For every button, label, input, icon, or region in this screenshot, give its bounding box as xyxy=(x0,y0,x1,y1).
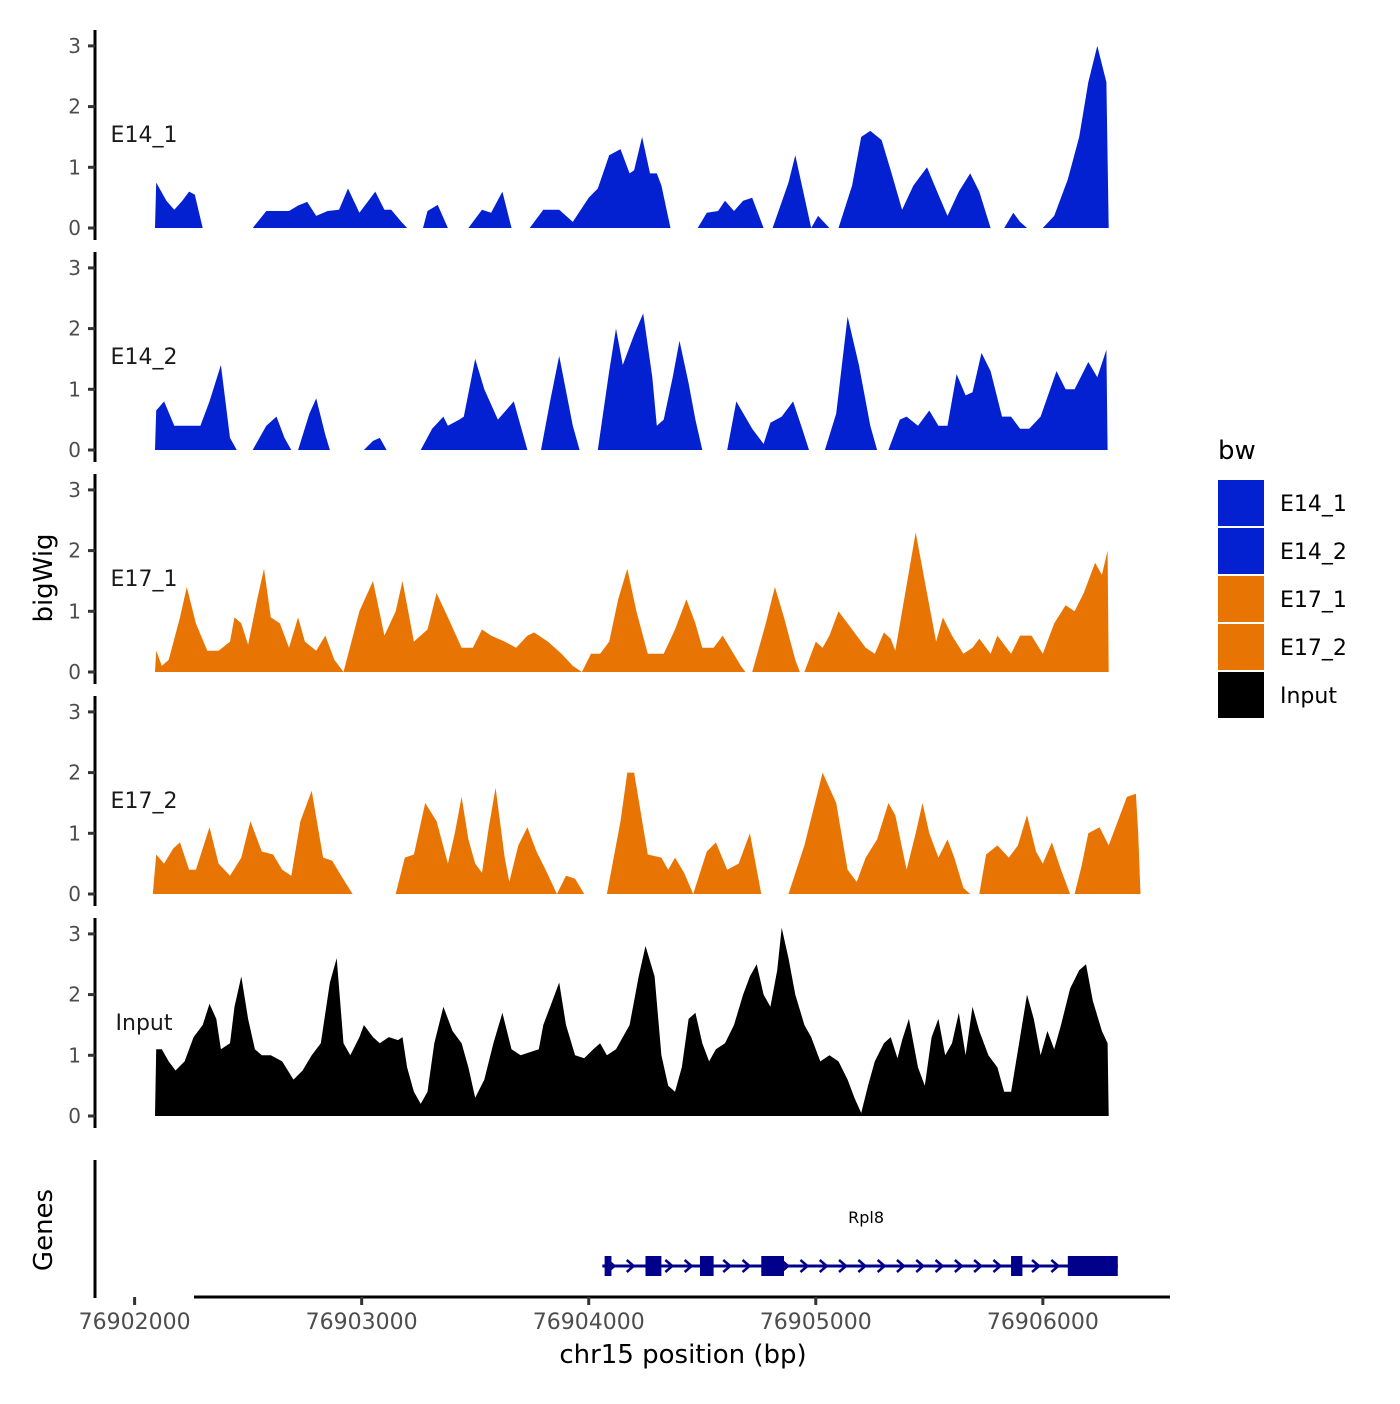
track-label: E17_2 xyxy=(111,789,178,814)
legend-label: E14_1 xyxy=(1280,492,1347,517)
strand-arrow xyxy=(818,1259,829,1273)
y-tick-label: 1 xyxy=(68,1043,81,1067)
gene-name-label: Rpl8 xyxy=(848,1208,884,1227)
x-tick-label: 76904000 xyxy=(533,1310,645,1335)
strand-arrow xyxy=(664,1259,675,1273)
y-tick-label: 3 xyxy=(68,478,81,502)
signal-area-e14-2 xyxy=(155,313,1108,450)
track-label: E14_2 xyxy=(111,345,178,370)
strand-arrow xyxy=(992,1259,1003,1273)
y-tick-label: 1 xyxy=(68,377,81,401)
y-axis-title: bigWig xyxy=(29,533,59,622)
signal-area-e14-1 xyxy=(155,45,1109,229)
strand-arrow xyxy=(683,1259,694,1273)
strand-arrow xyxy=(896,1259,906,1273)
y-tick-label: 0 xyxy=(68,660,81,684)
legend-swatch xyxy=(1218,480,1264,526)
strand-arrow xyxy=(741,1259,752,1273)
tracks-layer: 0 1 2 3 E14_1 0 1 2 3 E14_2 0 1 2 3 E17_1 0 1 2 3 E17_2 0 1 2 3… xyxy=(68,30,1141,1128)
strand-arrow xyxy=(954,1259,964,1273)
legend-item-e14-1: E14_1 xyxy=(1218,480,1347,526)
x-axis-title: chr15 position (bp) xyxy=(559,1340,806,1370)
x-tick-label: 76903000 xyxy=(306,1310,418,1335)
y-tick-label: 0 xyxy=(68,216,81,240)
strand-arrow xyxy=(722,1259,733,1273)
x-axis: 76902000 76903000 76904000 76905000 76906000 xyxy=(79,1295,1170,1335)
legend-swatch xyxy=(1218,624,1264,670)
y-tick-label: 1 xyxy=(68,599,81,623)
track-e14-2: 0 1 2 3 E14_2 xyxy=(68,252,1108,462)
y-tick-label: 1 xyxy=(68,155,81,179)
strand-arrow xyxy=(625,1259,636,1273)
genes-panel: Rpl8 xyxy=(93,1160,1118,1298)
strand-arrow xyxy=(857,1259,868,1273)
y-tick-label: 2 xyxy=(68,317,81,341)
track-label: Input xyxy=(116,1011,173,1036)
x-tick-label: 76902000 xyxy=(79,1310,191,1335)
x-tick-label: 76905000 xyxy=(760,1310,872,1335)
strand-arrow xyxy=(973,1259,984,1273)
legend-swatch xyxy=(1218,528,1264,574)
y-tick-label: 0 xyxy=(68,1104,81,1128)
strand-arrow xyxy=(915,1259,926,1273)
gene-exon xyxy=(604,1256,612,1276)
y-tick-label: 1 xyxy=(68,821,81,845)
legend-label: E17_1 xyxy=(1280,588,1347,613)
y-tick-label: 2 xyxy=(68,761,81,785)
legend-title: bw xyxy=(1218,436,1256,466)
legend-label: E14_2 xyxy=(1280,540,1347,565)
x-tick-label: 76906000 xyxy=(987,1310,1099,1335)
track-e17-2: 0 1 2 3 E17_2 xyxy=(68,696,1141,906)
y-tick-label: 2 xyxy=(68,983,81,1007)
legend-swatch xyxy=(1218,576,1264,622)
gene-exon xyxy=(1011,1256,1023,1276)
y-tick-label: 0 xyxy=(68,438,81,462)
gene-exon xyxy=(761,1256,784,1276)
legend-swatch xyxy=(1218,672,1264,718)
legend-item-e14-2: E14_2 xyxy=(1218,528,1347,574)
legend: bw E14_1 E14_2 E17_1 E17_2 Input xyxy=(1218,436,1347,718)
strand-arrow xyxy=(876,1259,887,1273)
gene-exon xyxy=(1067,1256,1118,1276)
y-tick-label: 3 xyxy=(68,922,81,946)
track-label: E17_1 xyxy=(111,567,178,592)
genes-panel-title: Genes xyxy=(29,1189,59,1271)
gene-exon xyxy=(645,1256,662,1276)
strand-arrow xyxy=(934,1259,945,1273)
signal-area-e17-2 xyxy=(152,772,1141,894)
legend-item-input: Input xyxy=(1218,672,1337,718)
strand-arrow xyxy=(838,1259,848,1273)
y-tick-label: 0 xyxy=(68,882,81,906)
gene-exon xyxy=(699,1256,714,1276)
gene-rpl8: Rpl8 xyxy=(602,1208,1118,1276)
signal-area-e17-1 xyxy=(155,532,1109,672)
track-e17-1: 0 1 2 3 E17_1 xyxy=(68,474,1109,684)
strand-arrow xyxy=(799,1259,810,1273)
track-e14-1: 0 1 2 3 E14_1 xyxy=(68,30,1109,240)
legend-item-e17-2: E17_2 xyxy=(1218,624,1347,670)
y-tick-label: 2 xyxy=(68,539,81,563)
y-tick-label: 3 xyxy=(68,34,81,58)
y-tick-label: 2 xyxy=(68,95,81,119)
signal-area-input xyxy=(155,927,1109,1116)
track-input: 0 1 2 3 Input xyxy=(68,918,1109,1128)
track-label: E14_1 xyxy=(111,123,178,148)
legend-label: E17_2 xyxy=(1280,636,1347,661)
strand-arrow xyxy=(1031,1259,1041,1273)
y-tick-label: 3 xyxy=(68,700,81,724)
strand-arrow xyxy=(1050,1259,1061,1273)
legend-label: Input xyxy=(1280,684,1337,709)
y-tick-label: 3 xyxy=(68,256,81,280)
legend-item-e17-1: E17_1 xyxy=(1218,576,1347,622)
